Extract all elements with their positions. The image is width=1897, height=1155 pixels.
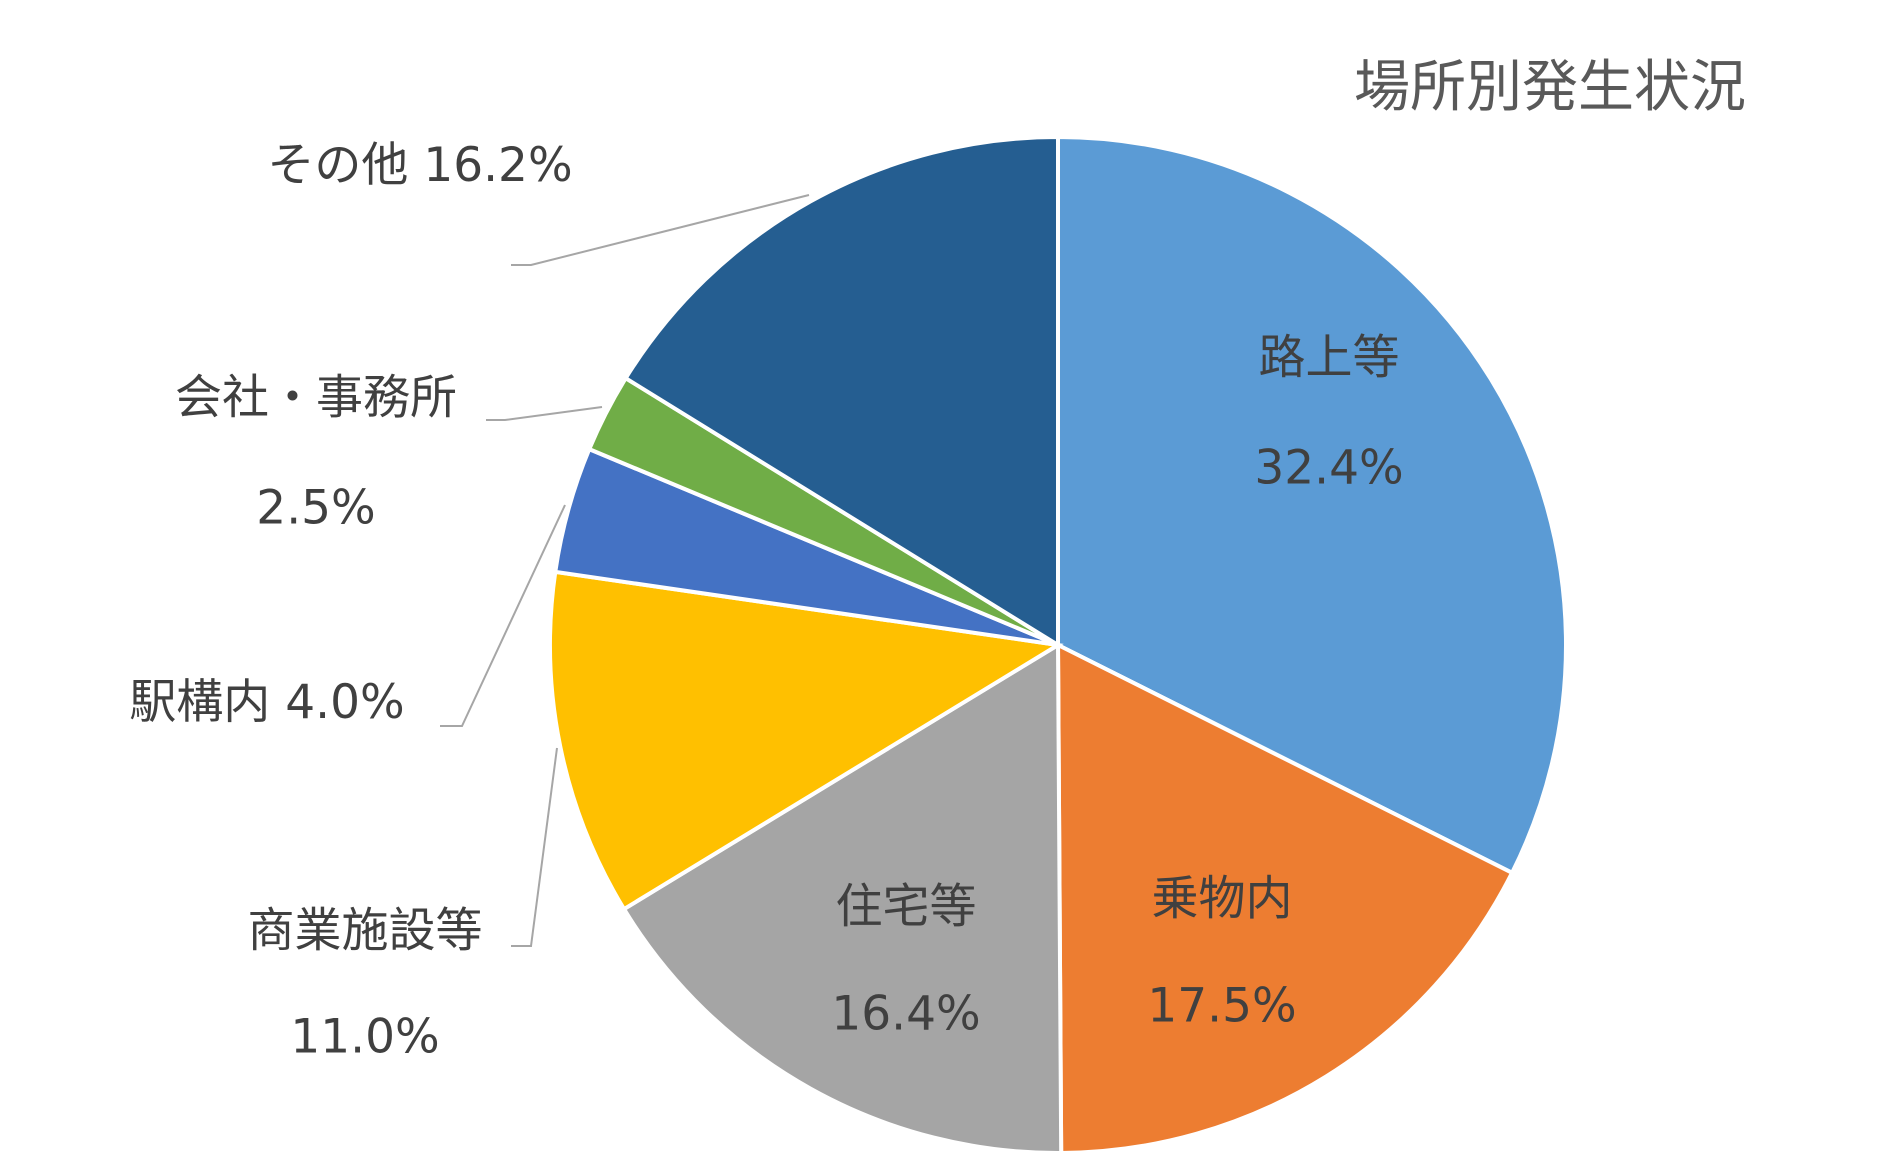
leader-line <box>440 504 566 727</box>
pie-slice <box>621 641 1064 1155</box>
value-label: 2.5% <box>256 481 375 536</box>
leader-line <box>486 406 603 421</box>
category-label: その他 <box>267 138 408 193</box>
value-label: 32.4% <box>1254 441 1403 496</box>
pie <box>548 134 1568 1155</box>
chart-title: 場所別発生状況 <box>1354 55 1746 120</box>
pie-slice <box>548 569 1064 912</box>
value-label: 16.2% <box>423 138 572 193</box>
pie-slice <box>622 134 1060 649</box>
category-label: 路上等 <box>1259 331 1400 386</box>
leader-line <box>511 194 810 266</box>
pie-slice <box>1056 134 1568 876</box>
value-label: 17.5% <box>1147 979 1296 1034</box>
labels: 路上等 32.4% 乗物内 17.5% 住宅等 16.4% 商業施設等 11.0% 駅構内 4.… <box>129 138 1403 1065</box>
category-label: 商業施設等 <box>248 904 483 959</box>
data-label: 駅構内 4.0% <box>129 675 404 730</box>
value-label: 11.0% <box>290 1010 439 1065</box>
category-label: 会社・事務所 <box>175 371 457 426</box>
value-label: 16.4% <box>831 987 980 1042</box>
category-label: 駅構内 <box>129 675 270 730</box>
pie-slice <box>1055 641 1515 1155</box>
value-label: 4.0% <box>285 675 404 730</box>
data-label: その他 16.2% <box>267 138 572 193</box>
category-label: 住宅等 <box>836 880 977 935</box>
category-label: 乗物内 <box>1152 872 1293 927</box>
leader-line <box>511 747 558 947</box>
